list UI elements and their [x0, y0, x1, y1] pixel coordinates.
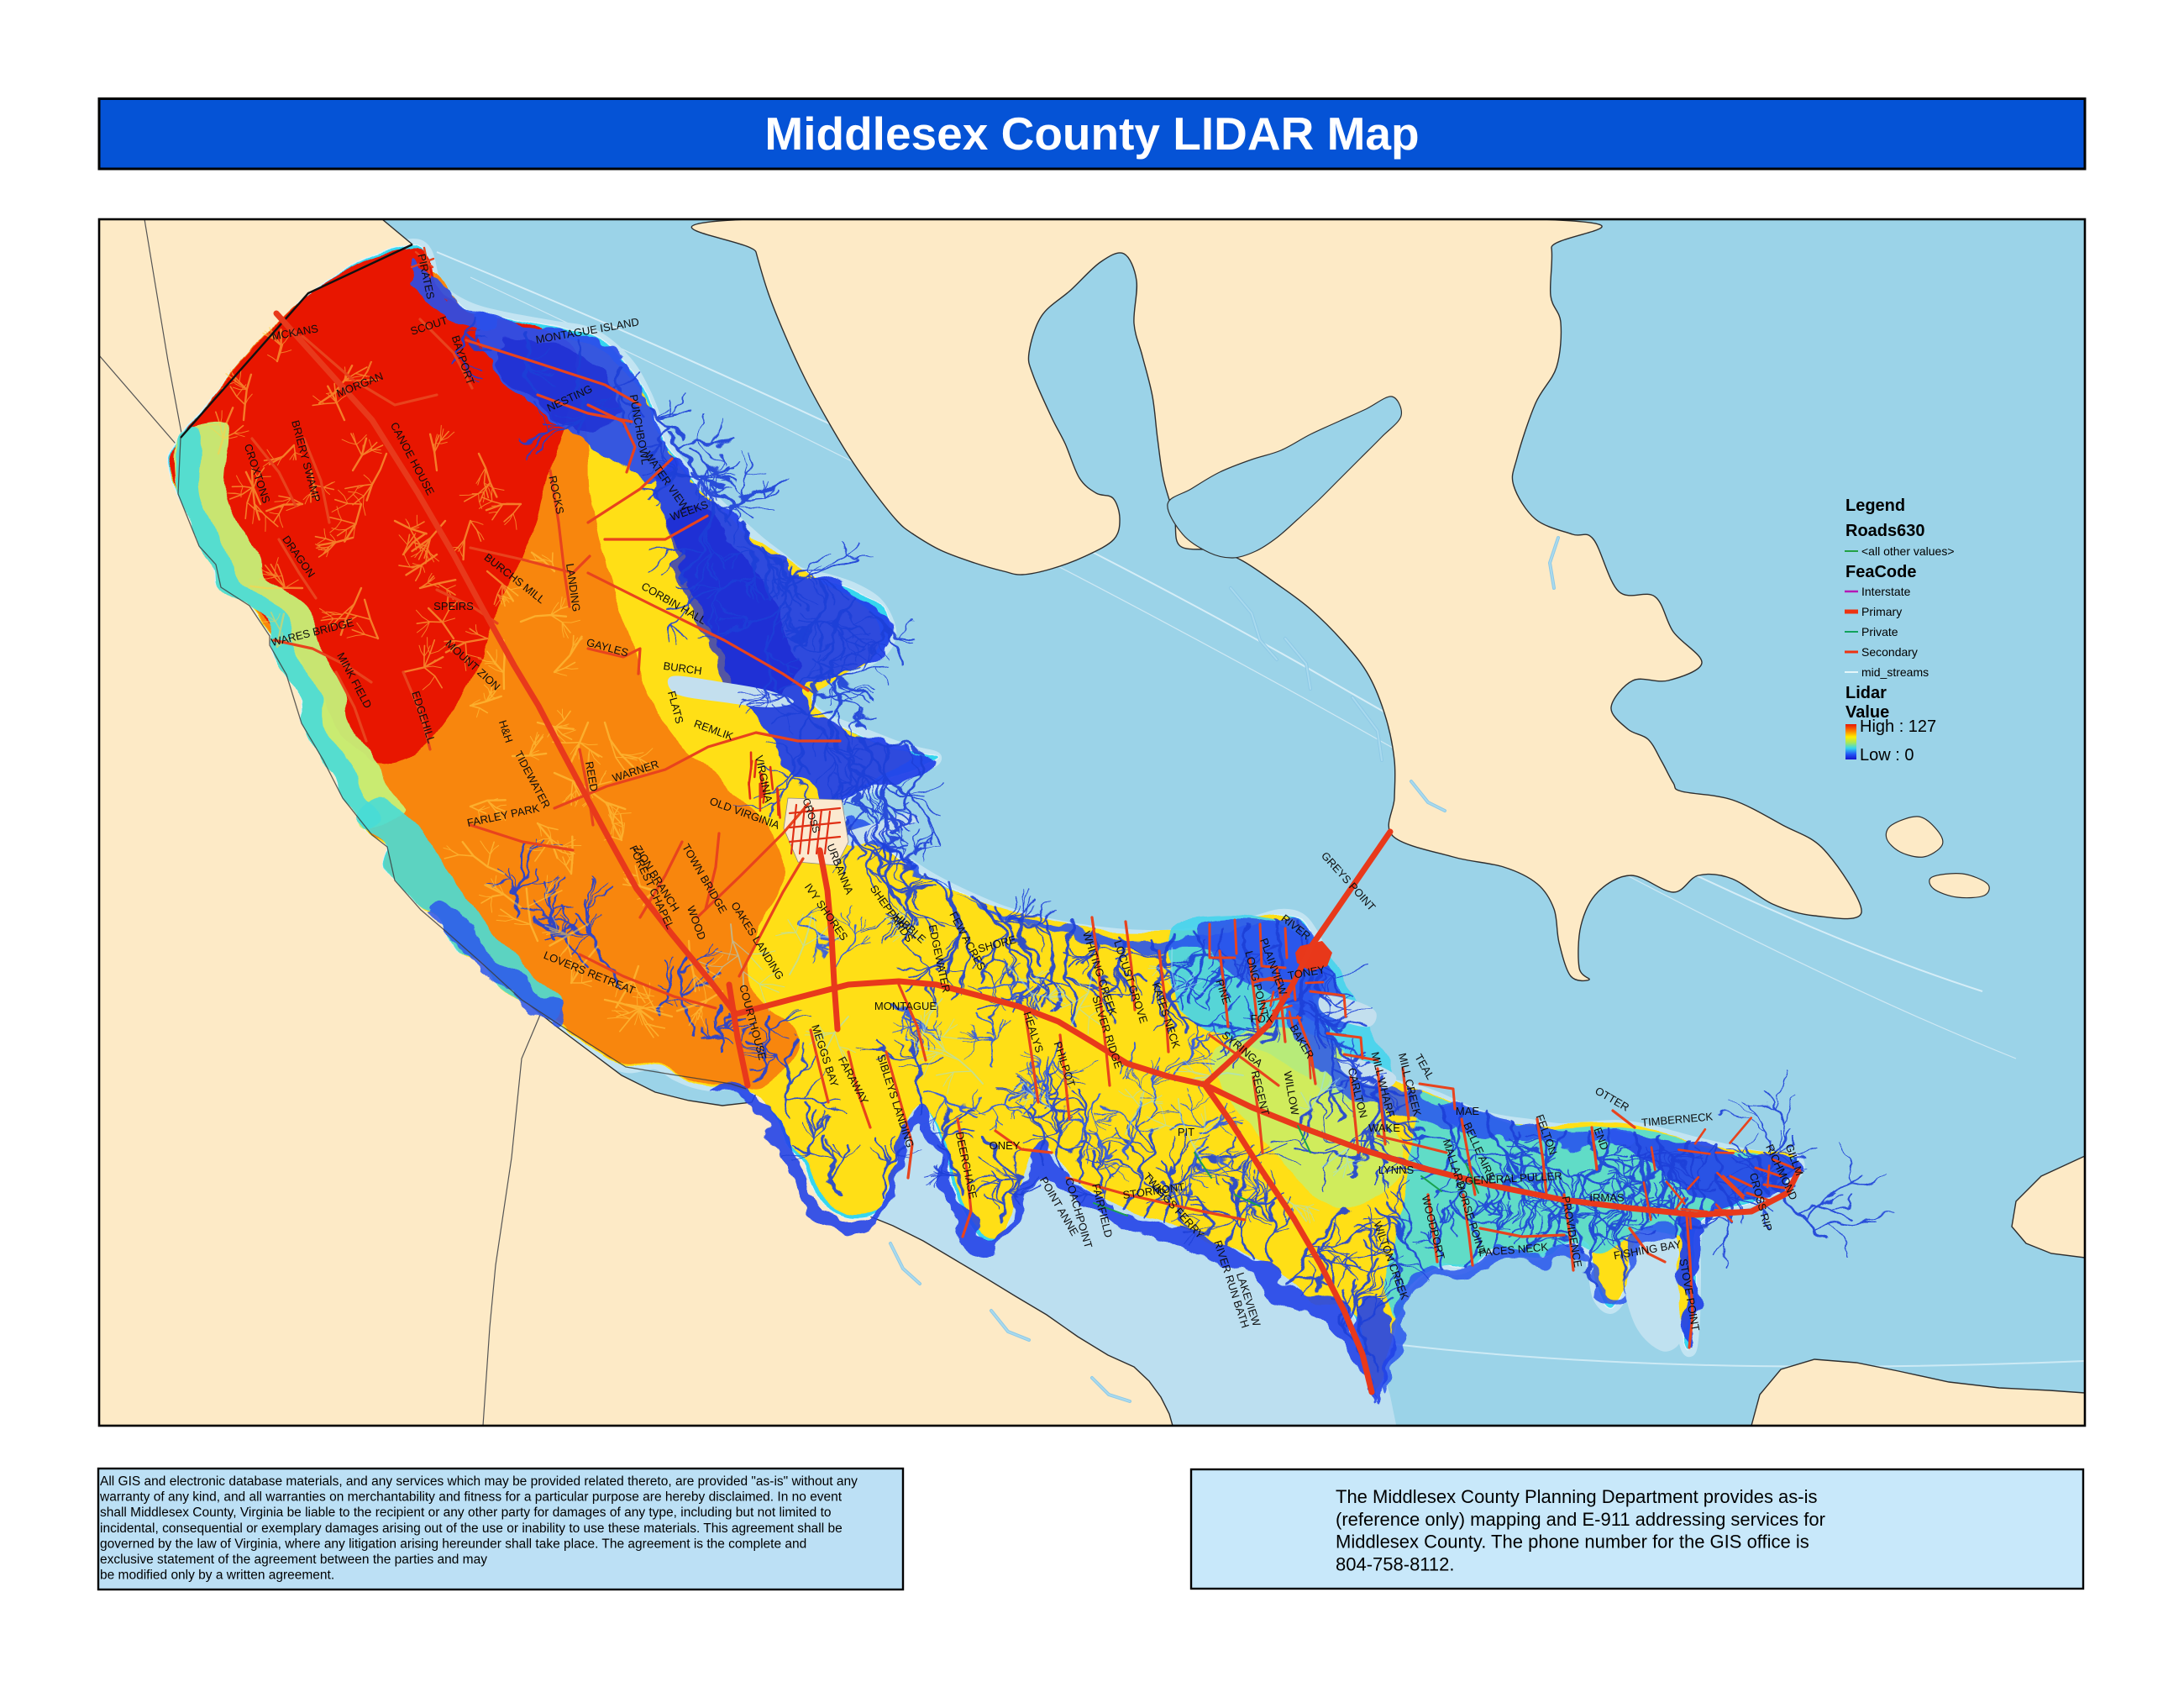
svg-text:exclusive statement of the agr: exclusive statement of the agreement bet…: [100, 1553, 487, 1567]
svg-text:MONTAGUE: MONTAGUE: [874, 1000, 937, 1012]
svg-text:shall Middlesex County, Virgin: shall Middlesex County, Virginia be liab…: [100, 1505, 832, 1520]
svg-text:Middlesex County. The phone nu: Middlesex County. The phone number for t…: [1336, 1532, 1809, 1553]
svg-text:LYNNS: LYNNS: [1378, 1164, 1415, 1176]
svg-text:MAE: MAE: [1456, 1105, 1480, 1117]
svg-text:PACES NECK: PACES NECK: [1478, 1240, 1549, 1258]
svg-text:Secondary: Secondary: [1861, 645, 1918, 659]
svg-text:Roads630: Roads630: [1845, 522, 1925, 540]
svg-text:REED: REED: [583, 760, 601, 792]
svg-text:The Middlesex County Planning: The Middlesex County Planning Department…: [1336, 1486, 1818, 1507]
svg-text:Low : 0: Low : 0: [1860, 746, 1914, 765]
svg-text:Private: Private: [1861, 625, 1898, 638]
svg-text:warranty of any kind, and all: warranty of any kind, and all warranties…: [99, 1490, 843, 1505]
svg-text:SPEIRS: SPEIRS: [433, 600, 474, 612]
svg-text:Value: Value: [1845, 703, 1889, 722]
svg-text:incidental, consequential or e: incidental, consequential or exemplary d…: [100, 1521, 843, 1536]
svg-text:Interstate: Interstate: [1861, 585, 1911, 598]
svg-text:Legend: Legend: [1845, 497, 1905, 515]
svg-text:804-758-8112.: 804-758-8112.: [1336, 1553, 1455, 1574]
svg-text:FeaCode: FeaCode: [1845, 563, 1916, 581]
svg-text:be modified only by a written: be modified only by a written agreement.: [100, 1569, 334, 1583]
svg-text:PIT: PIT: [1178, 1126, 1194, 1138]
svg-text:Lidar: Lidar: [1845, 684, 1887, 702]
svg-text:Middlesex County LIDAR Map: Middlesex County LIDAR Map: [764, 108, 1419, 160]
svg-text:IRMAS: IRMAS: [1589, 1191, 1625, 1204]
svg-text:ONEY: ONEY: [990, 1139, 1021, 1152]
svg-text:GENERAL PULLER: GENERAL PULLER: [1465, 1169, 1562, 1187]
svg-text:BURCH: BURCH: [663, 659, 703, 677]
svg-text:<all other values>: <all other values>: [1861, 544, 1955, 558]
svg-text:(reference only) mapping and E: (reference only) mapping and E-911 addre…: [1336, 1509, 1825, 1530]
svg-text:WAKE: WAKE: [1368, 1122, 1400, 1134]
svg-text:High : 127: High : 127: [1860, 717, 1936, 736]
svg-text:FOX: FOX: [1251, 1012, 1273, 1025]
svg-text:TIMBERNECK: TIMBERNECK: [1641, 1110, 1714, 1128]
svg-text:governed by the law of Virgini: governed by the law of Virginia, where a…: [100, 1537, 806, 1551]
svg-text:All GIS and electronic databas: All GIS and electronic database material…: [100, 1474, 858, 1489]
svg-text:mid_streams: mid_streams: [1861, 665, 1929, 679]
svg-text:Primary: Primary: [1861, 605, 1902, 618]
